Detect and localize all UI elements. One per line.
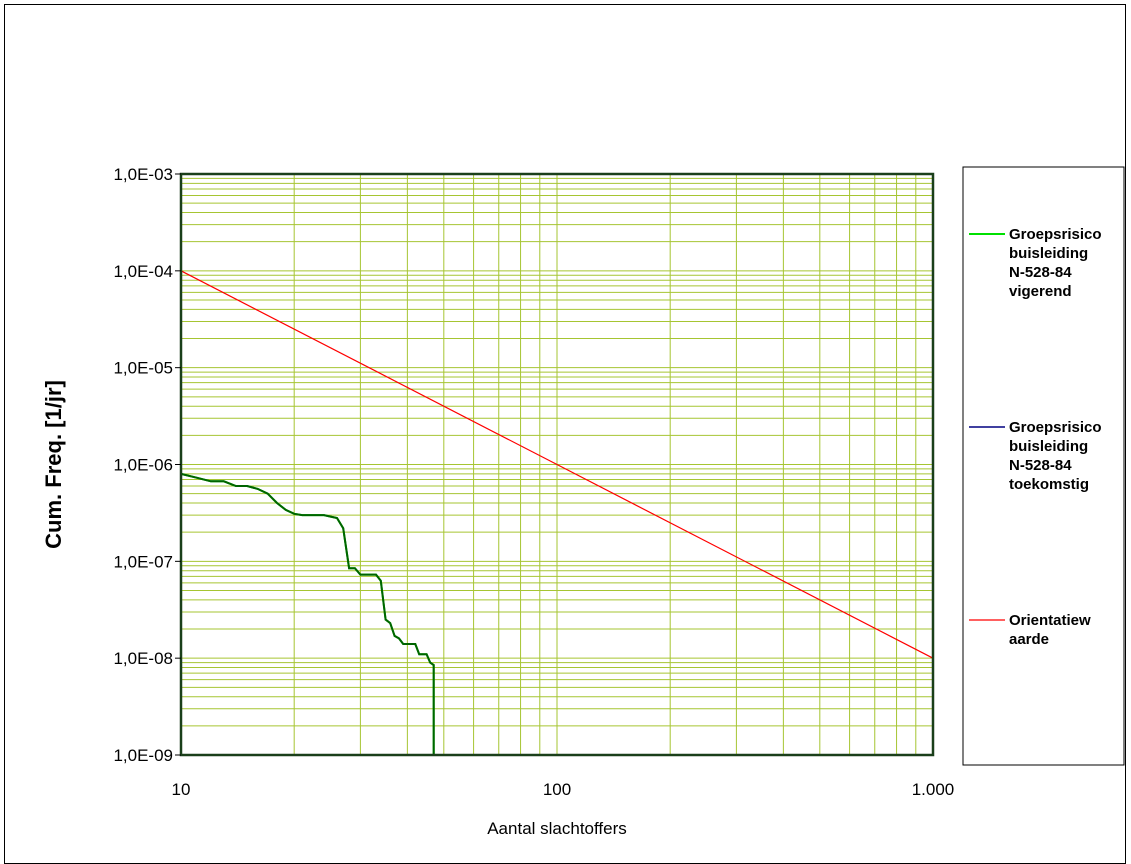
y-tick-label: 1,0E-03 — [113, 165, 173, 184]
series-line-toekomstig — [180, 472, 435, 755]
legend-entries: Groepsrisico buisleiding N-528-84 vigerend G… — [969, 226, 1102, 648]
y-axis-label: Cum. Freq. [1/jr] — [41, 380, 66, 549]
x-tick-label: 10 — [172, 780, 191, 799]
legend-label: Orientatiew aarde — [1009, 612, 1091, 648]
y-tick-label: 1,0E-09 — [113, 746, 173, 765]
grid-lines — [181, 174, 933, 755]
x-tick-label: 100 — [543, 780, 571, 799]
legend — [962, 166, 1125, 766]
legend-label: Groepsrisico buisleiding N-528-84 vigerend — [1009, 226, 1102, 300]
x-axis-label: Aantal slachtoffers — [487, 819, 627, 838]
x-tick-label: 1.000 — [912, 780, 955, 799]
y-tick-label: 1,0E-04 — [113, 262, 173, 281]
y-tick-label: 1,0E-05 — [113, 359, 173, 378]
x-axis-ticks: 10 100 1.000 — [172, 780, 955, 799]
y-tick-label: 1,0E-06 — [113, 456, 173, 475]
legend-label: Groepsrisico buisleiding N-528-84 toekomsti… — [1009, 419, 1102, 493]
y-tick-label: 1,0E-07 — [113, 552, 173, 571]
series-line-orientatiewaarde — [180, 270, 934, 659]
y-tick-label: 1,0E-08 — [113, 649, 173, 668]
series-lines — [180, 270, 934, 755]
y-axis-ticks: 1,0E-09 1,0E-08 1,0E-07 1,0E-06 1,0E-05 1,0E-… — [113, 165, 181, 765]
